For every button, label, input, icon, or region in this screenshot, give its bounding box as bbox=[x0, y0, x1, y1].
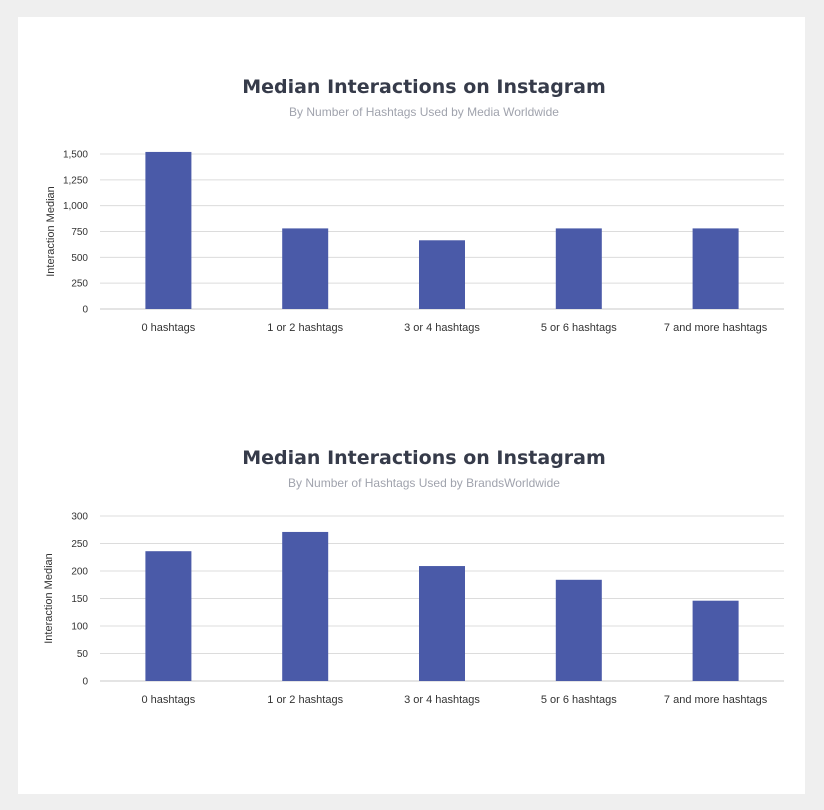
chart-subtitle: By Number of Hashtags Used by Media Worl… bbox=[289, 105, 559, 119]
x-tick-label: 7 and more hashtags bbox=[664, 694, 768, 706]
chart-title: Median Interactions on Instagram bbox=[242, 76, 606, 98]
y-axis-label: Interaction Median bbox=[45, 186, 57, 277]
chart-subtitle: By Number of Hashtags Used by BrandsWorl… bbox=[288, 476, 560, 490]
x-tick-label: 1 or 2 hashtags bbox=[267, 694, 343, 706]
y-tick-label: 1,000 bbox=[63, 201, 88, 212]
y-axis-label: Interaction Median bbox=[43, 553, 55, 644]
x-tick-label: 0 hashtags bbox=[141, 322, 195, 334]
y-tick-label: 0 bbox=[82, 305, 88, 316]
bar bbox=[555, 228, 602, 309]
chart-card: Median Interactions on Instagram By Numbe… bbox=[18, 17, 805, 794]
y-tick-label: 250 bbox=[71, 279, 88, 290]
x-tick-label: 3 or 4 hashtags bbox=[404, 322, 480, 334]
bar bbox=[419, 566, 465, 681]
y-tick-label: 1,500 bbox=[63, 150, 88, 161]
y-tick-label: 750 bbox=[71, 227, 88, 238]
bar bbox=[145, 151, 192, 309]
charts-canvas: Median Interactions on Instagram By Numbe… bbox=[43, 76, 784, 706]
bar bbox=[692, 228, 739, 309]
chart-title: Median Interactions on Instagram bbox=[242, 447, 606, 469]
y-tick-label: 50 bbox=[77, 649, 89, 660]
bar bbox=[419, 240, 465, 309]
x-tick-label: 0 hashtags bbox=[141, 694, 195, 706]
y-tick-label: 1,250 bbox=[63, 175, 88, 186]
y-tick-label: 250 bbox=[71, 539, 88, 550]
x-tick-label: 5 or 6 hashtags bbox=[541, 322, 617, 334]
x-tick-label: 7 and more hashtags bbox=[664, 322, 768, 334]
x-tick-label: 5 or 6 hashtags bbox=[541, 694, 617, 706]
y-tick-label: 150 bbox=[71, 594, 88, 605]
bar bbox=[282, 228, 329, 309]
x-tick-label: 1 or 2 hashtags bbox=[267, 322, 343, 334]
bar bbox=[282, 531, 329, 681]
bar bbox=[145, 551, 192, 681]
y-tick-label: 0 bbox=[82, 677, 88, 688]
y-tick-label: 200 bbox=[71, 567, 88, 578]
y-tick-label: 100 bbox=[71, 622, 88, 633]
y-tick-label: 500 bbox=[71, 253, 88, 264]
bar bbox=[692, 600, 739, 681]
x-tick-label: 3 or 4 hashtags bbox=[404, 694, 480, 706]
y-tick-label: 300 bbox=[71, 512, 88, 523]
bar bbox=[555, 579, 602, 681]
